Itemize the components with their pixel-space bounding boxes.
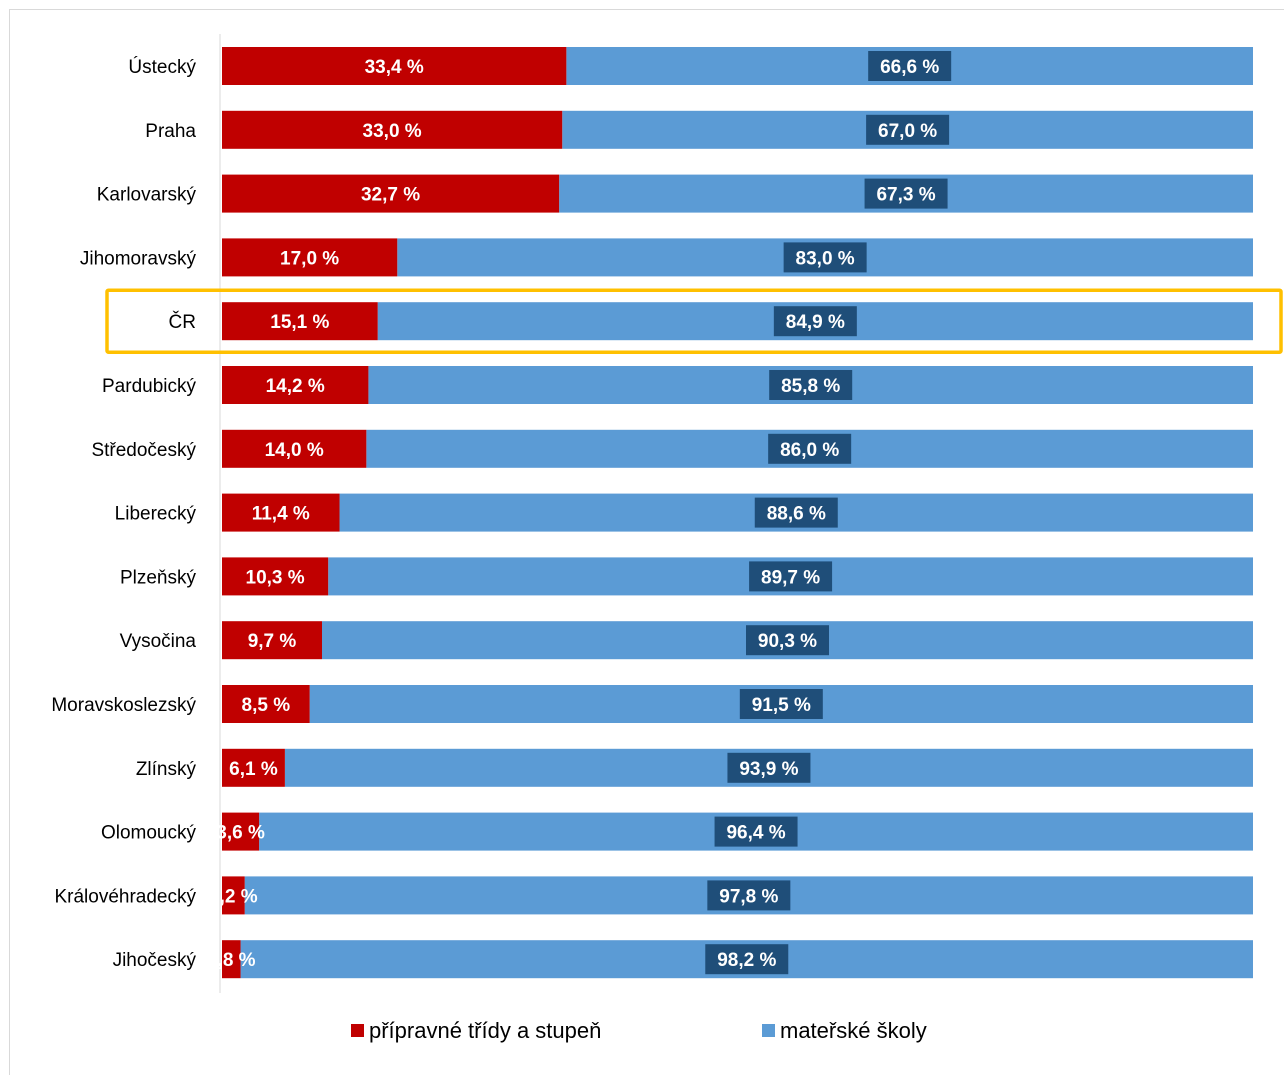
data-label-pripravne-tridy: 8,5 % (242, 695, 291, 716)
bar-segment-pripravne-tridy (222, 110, 563, 149)
bar-segment-pripravne-tridy (222, 493, 340, 532)
legend-swatch-pripravne-tridy (351, 1024, 364, 1037)
data-label-materske-skoly: 98,2 % (717, 950, 776, 971)
bar-segment-pripravne-tridy (222, 302, 378, 341)
category-label: Středočeský (91, 440, 196, 461)
legend-label-materske-skoly: mateřské školy (780, 1018, 927, 1043)
data-label-box-materske-skoly (868, 51, 952, 81)
data-label-materske-skoly: 90,3 % (758, 631, 817, 652)
data-label-box-materske-skoly (864, 178, 948, 209)
category-label: Moravskoslezský (51, 695, 196, 716)
data-label-materske-skoly: 89,7 % (761, 567, 820, 588)
data-label-box-materske-skoly (866, 114, 950, 145)
bar-segment-pripravne-tridy (222, 685, 310, 723)
bar-segment-pripravne-tridy (222, 47, 567, 85)
data-label-pripravne-tridy: 15,1 % (270, 312, 329, 333)
data-label-materske-skoly: 91,5 % (752, 695, 811, 716)
data-label-box-materske-skoly (768, 433, 852, 464)
data-label-materske-skoly: 88,6 % (767, 504, 826, 525)
data-label-box-materske-skoly (773, 306, 857, 337)
data-label-box-materske-skoly (769, 370, 853, 400)
chart-frame (9, 9, 1284, 1075)
category-label: Ústecký (128, 56, 196, 78)
data-label-box-materske-skoly (783, 242, 867, 273)
highlight-box (105, 288, 1283, 354)
data-label-pripravne-tridy: 3,6 % (216, 823, 265, 844)
bar-segment-pripravne-tridy (222, 366, 369, 404)
bar-segment-pripravne-tridy (222, 557, 329, 596)
category-label: Jihomoravský (80, 248, 197, 269)
bar-segment-pripravne-tridy (222, 429, 367, 468)
data-label-materske-skoly: 96,4 % (726, 823, 785, 844)
bar-segment-pripravne-tridy (222, 621, 323, 660)
bar-segment-pripravne-tridy (222, 174, 560, 213)
data-label-pripravne-tridy: 14,2 % (266, 376, 325, 397)
data-label-materske-skoly: 86,0 % (780, 440, 839, 461)
bar-segment-pripravne-tridy (222, 876, 245, 915)
data-label-materske-skoly: 97,8 % (719, 886, 778, 907)
category-label: Královéhradecký (54, 886, 196, 907)
data-label-pripravne-tridy: 33,0 % (363, 121, 422, 142)
data-label-box-materske-skoly (705, 944, 789, 975)
data-label-box-materske-skoly (746, 625, 830, 656)
data-label-pripravne-tridy: 33,4 % (365, 57, 424, 78)
bar-segment-pripravne-tridy (222, 238, 398, 277)
legend-swatch-materske-skoly (762, 1024, 775, 1037)
bar-segment-pripravne-tridy (222, 748, 285, 787)
data-label-box-materske-skoly (754, 497, 838, 528)
category-label: Karlovarský (97, 185, 197, 206)
legend-label-pripravne-tridy: přípravné třídy a stupeň (369, 1018, 601, 1043)
data-label-materske-skoly: 93,9 % (739, 759, 798, 780)
bar-segment-pripravne-tridy (222, 812, 260, 851)
data-label-pripravne-tridy: 2,2 % (209, 886, 258, 907)
category-label: Praha (145, 121, 196, 142)
category-label: Pardubický (102, 376, 196, 397)
data-label-pripravne-tridy: 9,7 % (248, 631, 297, 652)
data-label-box-materske-skoly (727, 752, 811, 783)
data-label-materske-skoly: 83,0 % (796, 248, 855, 269)
data-label-materske-skoly: 66,6 % (880, 57, 939, 78)
category-label: Vysočina (120, 631, 197, 652)
data-label-pripravne-tridy: 1,8 % (207, 950, 256, 971)
category-label: Liberecký (115, 504, 197, 525)
data-label-pripravne-tridy: 14,0 % (265, 440, 324, 461)
data-label-materske-skoly: 85,8 % (781, 376, 840, 397)
bar-segment-pripravne-tridy (222, 940, 241, 979)
data-label-pripravne-tridy: 11,4 % (252, 504, 310, 525)
data-label-pripravne-tridy: 32,7 % (361, 185, 420, 206)
category-label: Olomoucký (101, 823, 197, 844)
category-label: ČR (169, 311, 196, 333)
data-label-pripravne-tridy: 6,1 % (229, 759, 278, 780)
data-label-materske-skoly: 84,9 % (786, 312, 845, 333)
data-label-box-materske-skoly (707, 880, 791, 911)
data-label-materske-skoly: 67,0 % (878, 121, 937, 142)
category-label: Zlínský (136, 759, 197, 780)
data-label-box-materske-skoly (749, 561, 833, 592)
data-label-materske-skoly: 67,3 % (876, 185, 935, 206)
data-label-box-materske-skoly (714, 816, 798, 847)
data-label-box-materske-skoly (739, 689, 823, 719)
data-label-pripravne-tridy: 17,0 % (280, 248, 339, 269)
data-label-pripravne-tridy: 10,3 % (246, 567, 305, 588)
category-label: Plzeňský (120, 567, 197, 588)
category-label: Jihočeský (113, 950, 197, 971)
